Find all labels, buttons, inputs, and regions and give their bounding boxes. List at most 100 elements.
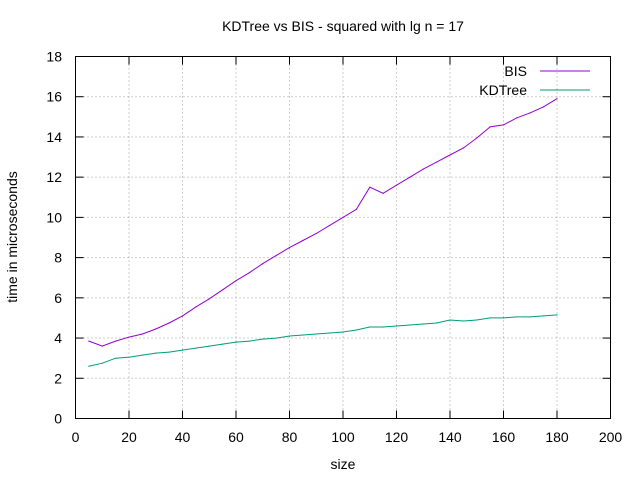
x-tick-label: 140 (438, 429, 462, 445)
data-point (436, 322, 438, 324)
data-point (516, 316, 518, 318)
data-point (181, 349, 184, 351)
y-tick-label: 12 (46, 169, 62, 185)
data-point (436, 161, 438, 163)
data-point (489, 317, 491, 319)
data-point (395, 184, 398, 186)
data-point (235, 280, 237, 282)
data-point (502, 124, 505, 126)
chart-title: KDTree vs BIS - squared with lg n = 17 (222, 18, 464, 34)
data-point (155, 328, 157, 330)
legend-label: KDTree (479, 82, 527, 98)
x-tick-label: 100 (331, 429, 355, 445)
y-tick-label: 10 (46, 209, 62, 225)
data-point (409, 324, 411, 326)
x-tick-label: 120 (385, 429, 409, 445)
data-point (208, 298, 210, 300)
y-tick-label: 18 (46, 49, 62, 65)
data-point (302, 239, 304, 242)
series-lines (88, 98, 558, 367)
data-point (489, 126, 491, 128)
data-point (543, 315, 545, 317)
data-point (235, 341, 237, 343)
y-axis-label: time in microseconds (4, 171, 20, 303)
x-axis-label: size (331, 456, 356, 472)
data-point (476, 137, 478, 139)
x-tick-label: 40 (175, 429, 191, 445)
y-tick-label: 6 (54, 290, 62, 306)
data-point (101, 362, 103, 364)
data-point (529, 112, 531, 114)
data-point (315, 333, 317, 335)
data-point (155, 352, 157, 354)
data-point (88, 365, 90, 367)
data-point (222, 289, 224, 291)
grid-lines (75, 56, 611, 419)
data-point (556, 314, 558, 316)
data-point (409, 176, 411, 178)
data-point (422, 323, 424, 325)
data-point (395, 325, 398, 327)
data-point (168, 322, 170, 324)
legend: BIS KDTree (479, 63, 590, 98)
x-tick-label: 0 (72, 429, 80, 445)
data-point (181, 315, 184, 317)
data-point (382, 192, 384, 194)
data-point (342, 216, 344, 218)
data-point (88, 340, 90, 342)
x-tick-label: 60 (228, 429, 244, 445)
data-point (141, 333, 143, 335)
data-point (275, 337, 277, 339)
data-point (422, 168, 424, 170)
data-point (342, 331, 344, 333)
x-tick-label: 20 (121, 429, 137, 445)
data-point (288, 335, 291, 337)
data-point (329, 224, 331, 227)
data-point (502, 317, 505, 319)
series-line-bis (88, 98, 558, 347)
data-point (462, 320, 464, 322)
y-tick-label: 8 (54, 250, 62, 266)
y-tick-label: 0 (54, 411, 62, 427)
data-point (315, 232, 317, 235)
data-point (543, 106, 545, 108)
data-point (262, 338, 264, 340)
data-point (115, 340, 117, 342)
data-point (449, 319, 451, 321)
data-point (115, 357, 117, 359)
data-point (288, 246, 291, 249)
data-point (516, 117, 518, 119)
y-tick-label: 16 (46, 89, 62, 105)
data-point (382, 326, 384, 328)
data-point (476, 319, 478, 321)
x-tick-label: 80 (282, 429, 298, 445)
legend-label: BIS (504, 63, 527, 79)
data-point (195, 347, 197, 349)
data-point (222, 343, 224, 345)
data-point (128, 356, 130, 358)
data-point (355, 208, 357, 210)
data-point (141, 354, 143, 356)
data-point (529, 316, 531, 318)
data-point (262, 263, 264, 265)
x-tick-label: 180 (545, 429, 569, 445)
data-point (168, 351, 170, 353)
data-point (248, 272, 250, 274)
data-point (208, 345, 210, 347)
data-point (275, 255, 277, 257)
data-point (329, 332, 331, 334)
y-tick-label: 14 (46, 129, 62, 145)
data-point (462, 147, 464, 149)
data-point (369, 186, 371, 188)
data-point (355, 329, 357, 331)
data-point (195, 306, 197, 308)
data-point (101, 345, 103, 347)
y-tick-label: 2 (54, 370, 62, 386)
data-point (369, 326, 371, 328)
data-point (128, 336, 130, 338)
series-line-kdtree (88, 314, 558, 367)
x-tick-label: 160 (492, 429, 516, 445)
data-point (556, 98, 558, 100)
x-tick-label: 200 (599, 429, 623, 445)
